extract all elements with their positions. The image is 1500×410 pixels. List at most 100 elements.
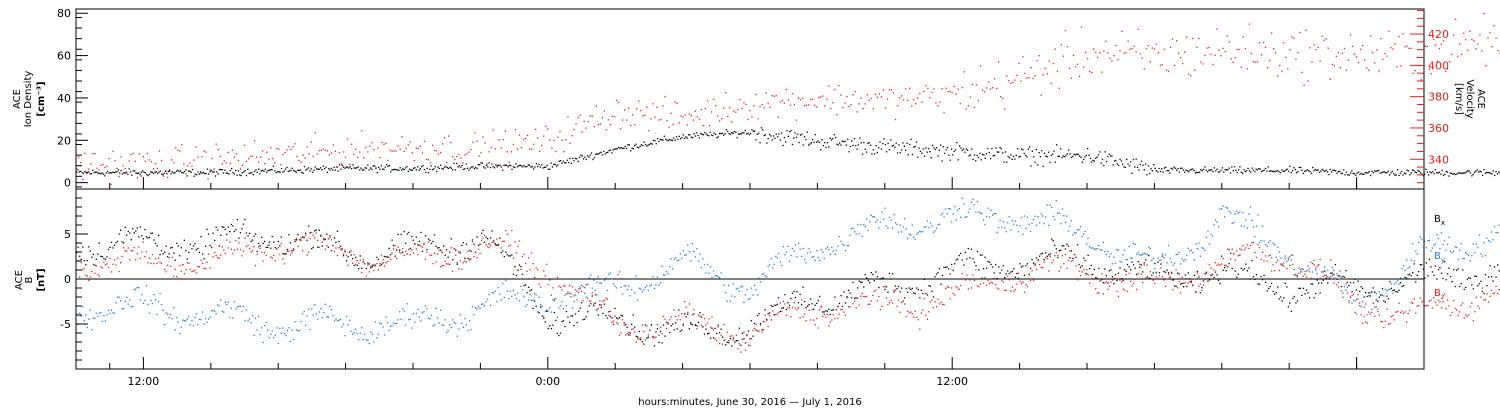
bz-point	[414, 243, 416, 246]
bz-point	[101, 267, 104, 269]
by-point	[1034, 215, 1036, 217]
density-point	[539, 166, 541, 168]
density-point	[989, 158, 992, 160]
bx-point	[1378, 296, 1380, 298]
bz-point	[247, 244, 249, 246]
density-point	[652, 139, 655, 141]
bx-point	[399, 249, 401, 251]
velocity-point	[504, 130, 506, 132]
velocity-point	[1469, 30, 1471, 32]
bx-point	[361, 267, 363, 269]
bz-point	[914, 310, 916, 312]
bz-point	[1057, 254, 1059, 257]
bz-point	[985, 284, 988, 287]
bz-point	[1346, 292, 1349, 294]
density-point	[604, 153, 606, 155]
by-point	[820, 248, 822, 251]
bz-point	[515, 252, 518, 254]
density-point	[1108, 153, 1110, 155]
density-point	[1343, 169, 1345, 171]
bz-point	[682, 325, 684, 327]
by-point	[133, 288, 135, 291]
by-point	[256, 329, 258, 331]
by-point	[788, 260, 791, 262]
bz-point	[1327, 275, 1329, 278]
bx-point	[1307, 292, 1309, 294]
density-point	[1421, 173, 1423, 175]
velocity-point	[1020, 80, 1022, 82]
density-point	[100, 173, 102, 175]
by-point	[1122, 254, 1124, 256]
by-point	[1448, 236, 1450, 239]
bx-point	[632, 314, 634, 316]
velocity-point	[160, 159, 163, 162]
bx-point	[261, 236, 263, 238]
density-point	[500, 166, 502, 168]
density-point	[1429, 171, 1431, 173]
bx-point	[107, 248, 110, 251]
by-point	[215, 313, 217, 315]
bz-point	[1237, 255, 1239, 257]
by-point	[837, 245, 839, 247]
velocity-point	[692, 119, 694, 121]
velocity-point	[1056, 70, 1058, 72]
density-point	[1039, 156, 1042, 158]
density-point	[378, 166, 380, 169]
by-point	[1460, 243, 1462, 245]
density-point	[1003, 161, 1005, 163]
bz-point	[951, 287, 953, 289]
bz-point	[338, 247, 340, 249]
density-point	[991, 147, 993, 150]
bx-point	[949, 273, 951, 275]
by-point	[1404, 269, 1406, 272]
density-point	[833, 134, 835, 136]
velocity-point	[431, 144, 434, 147]
bx-point	[1369, 295, 1371, 297]
density-point	[995, 147, 997, 149]
density-point	[972, 158, 974, 160]
velocity-point	[156, 167, 159, 170]
density-point	[1244, 170, 1246, 173]
bx-point	[982, 268, 985, 270]
bz-point	[1131, 285, 1133, 287]
density-point	[562, 160, 564, 162]
density-point	[1227, 169, 1229, 171]
by-point	[1342, 292, 1344, 294]
density-point	[1123, 166, 1125, 168]
bz-point	[949, 298, 951, 300]
density-point	[1242, 172, 1244, 174]
velocity-point	[1455, 18, 1457, 21]
density-point	[747, 132, 749, 134]
density-point	[839, 142, 841, 144]
by-point	[94, 317, 96, 319]
velocity-point	[249, 155, 252, 158]
bz-point	[250, 251, 252, 253]
by-point	[214, 310, 216, 312]
bx-point	[156, 245, 158, 247]
density-point	[1297, 171, 1299, 173]
density-point	[1282, 170, 1284, 172]
bz-point	[1073, 254, 1076, 256]
bx-point	[388, 247, 390, 250]
by-point	[626, 289, 628, 291]
bz-point	[946, 286, 948, 288]
by-point	[972, 198, 974, 201]
bx-point	[913, 292, 915, 294]
density-point	[569, 157, 571, 160]
bx-point	[867, 279, 869, 282]
density-point	[1457, 172, 1459, 174]
density-point	[968, 155, 970, 157]
velocity-point	[773, 95, 775, 97]
density-point	[759, 142, 761, 144]
velocity-point	[729, 107, 731, 109]
bx-point	[259, 245, 261, 247]
by-point	[1001, 226, 1003, 228]
bz-point	[388, 256, 390, 258]
velocity-point	[464, 154, 466, 156]
bx-point	[664, 335, 666, 337]
velocity-point	[1113, 55, 1115, 57]
density-point	[228, 173, 230, 175]
velocity-point	[1252, 60, 1255, 63]
velocity-point	[136, 176, 138, 179]
by-point	[373, 341, 375, 343]
